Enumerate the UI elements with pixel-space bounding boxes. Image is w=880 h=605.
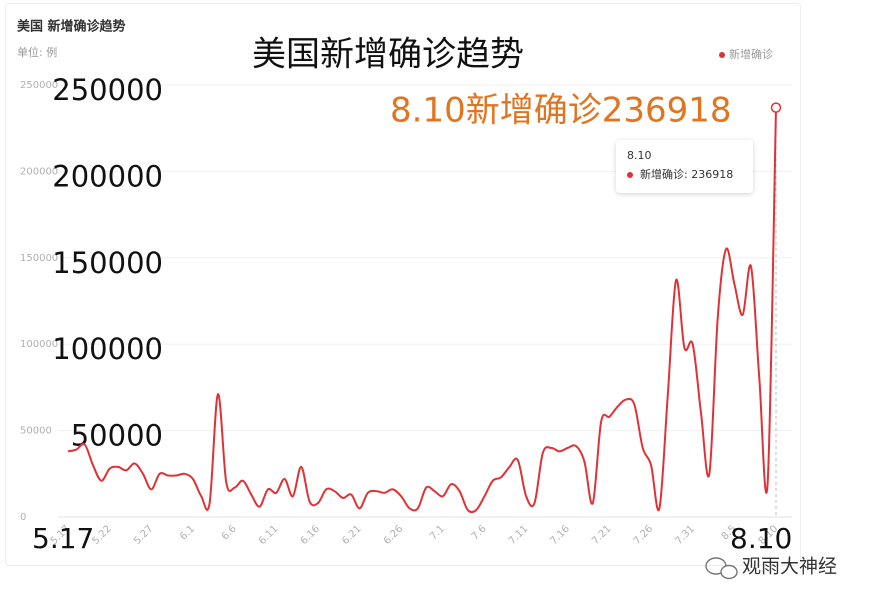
chart-title: 美国 新增确诊趋势 [17,19,126,35]
tooltip-text: 新增确诊: 236918 [640,167,733,181]
y-tick-label: 50000 [20,426,52,437]
y-tick-label: 250000 [20,80,58,91]
card [5,3,801,566]
y-tick-label: 200000 [20,166,58,177]
overlay-title: 美国新增确诊趋势 [252,35,524,75]
y-tick-label: 150000 [20,253,58,264]
tooltip-marker [627,172,633,178]
legend-marker [719,52,725,58]
watermark: 观雨大神经 [742,556,837,578]
y-overlay-label: 250000 [52,73,163,107]
y-overlay-label: 150000 [52,246,163,280]
annotation: 8.10新增确诊236918 [390,91,732,131]
hover-point [770,102,782,113]
x-overlay-label: 8.10 [730,522,792,555]
y-overlay-label: 100000 [52,332,163,366]
line-series [67,107,777,514]
tooltip-box [616,140,753,193]
unit-label: 单位: 例 [17,45,57,59]
watermark-icon [705,557,738,580]
y-tick-label: 100000 [20,339,58,350]
tooltip-title: 8.10 [627,149,652,162]
legend-label: 新增确诊 [729,47,773,61]
y-tick-label: 0 [20,512,26,523]
x-overlay-label: 5.17 [32,522,94,555]
y-overlay-label: 200000 [52,159,163,193]
y-overlay-label: 50000 [71,419,163,453]
